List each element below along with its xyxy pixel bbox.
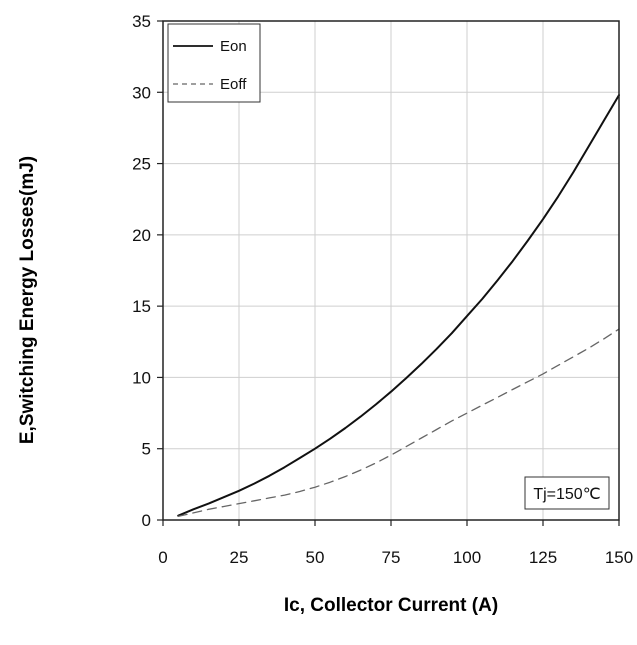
x-axis-title: Ic, Collector Current (A) (284, 595, 498, 616)
x-tick-label-0: 0 (158, 548, 167, 567)
x-tick-label-2: 50 (306, 548, 325, 567)
annotation-box (524, 476, 610, 510)
series-layer (177, 94, 620, 518)
y-tick-label-7: 35 (132, 12, 151, 31)
legend-label-eoff: Eoff (220, 76, 247, 93)
x-tick-label-3: 75 (382, 548, 401, 567)
y-tick-label-4: 20 (132, 226, 151, 245)
y-tick-label-2: 10 (132, 368, 151, 387)
condition-annotation: Tj=150℃ (524, 476, 610, 510)
series-line-eon (177, 94, 620, 517)
legend-label-eon: Eon (220, 38, 247, 55)
y-tick-label-0: 0 (142, 511, 151, 530)
y-axis-title: E,Switching Energy Losses(mJ) (17, 156, 38, 444)
x-tick-label-1: 25 (230, 548, 249, 567)
y-tick-label-3: 15 (132, 297, 151, 316)
annotation-text: Tj=150℃ (533, 486, 600, 503)
grid (162, 20, 620, 521)
y-tick-label-5: 25 (132, 155, 151, 174)
x-tick-label-4: 100 (453, 548, 481, 567)
y-tick-label-1: 5 (142, 440, 151, 459)
x-tick-labels: 0 25 50 75 100 125 150 (158, 520, 633, 567)
x-tick-label-6: 150 (605, 548, 633, 567)
series-line-eoff (177, 328, 620, 518)
legend: Eon Eoff (167, 23, 261, 103)
y-tick-label-6: 30 (132, 83, 151, 102)
legend-box (167, 23, 261, 103)
y-tick-labels: 0 5 10 15 20 25 30 35 (132, 12, 163, 530)
x-tick-label-5: 125 (529, 548, 557, 567)
